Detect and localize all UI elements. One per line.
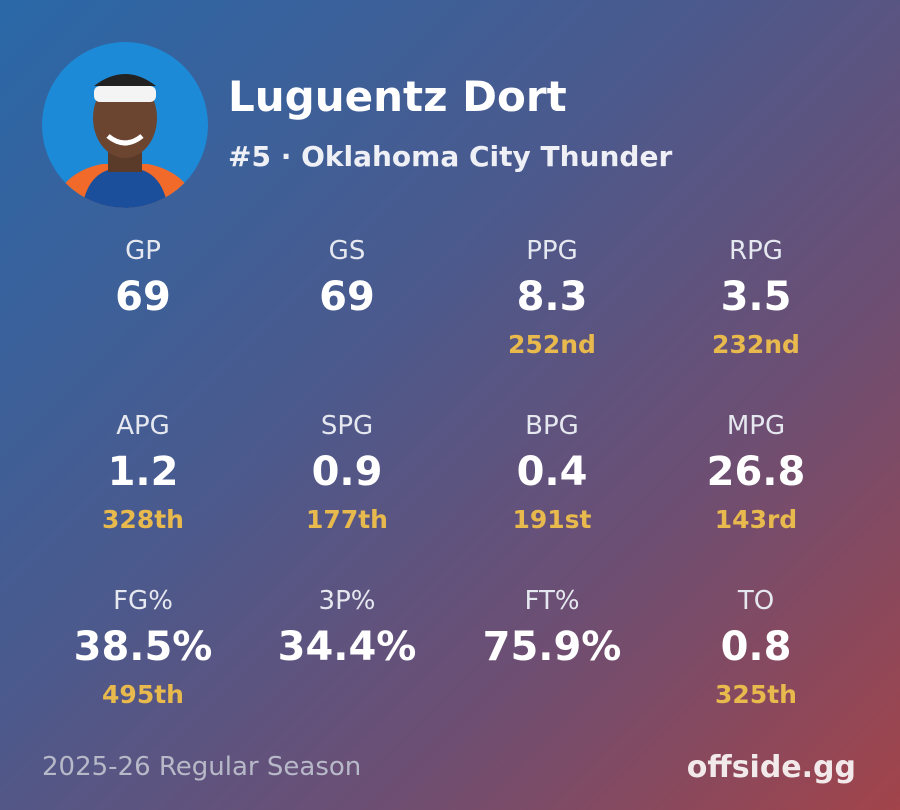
stat-rank: 325th <box>715 680 797 709</box>
stat-value: 8.3 <box>516 274 588 320</box>
stat-label: GP <box>125 236 161 266</box>
player-team: #5 · Oklahoma City Thunder <box>228 140 673 173</box>
stat-cell: FT% 75.9% <box>450 586 654 680</box>
stat-rank: 495th <box>102 680 184 709</box>
stat-label: GS <box>328 236 366 266</box>
stat-value: 34.4% <box>277 624 417 670</box>
season-label: 2025-26 Regular Season <box>42 752 362 782</box>
stat-label: FT% <box>524 586 580 616</box>
stat-rank: 328th <box>102 505 184 534</box>
brand-label: offside.gg <box>686 750 856 785</box>
stat-cell: FG% 38.5% 495th <box>41 586 245 714</box>
stat-label: FG% <box>113 586 173 616</box>
stat-value: 38.5% <box>73 624 213 670</box>
stat-value: 69 <box>115 274 171 320</box>
stat-rank: 252nd <box>508 330 596 359</box>
stat-label: APG <box>116 411 170 441</box>
stat-value: 0.8 <box>720 624 792 670</box>
stat-label: RPG <box>729 236 783 266</box>
stat-cell: GP 69 <box>41 236 245 330</box>
stat-cell: BPG 0.4 191st <box>450 411 654 539</box>
stat-cell: RPG 3.5 232nd <box>654 236 858 364</box>
stat-label: MPG <box>726 411 786 441</box>
stat-value: 0.9 <box>311 449 383 495</box>
stat-value: 69 <box>319 274 375 320</box>
stat-rank: 232nd <box>712 330 800 359</box>
stat-value: 1.2 <box>107 449 179 495</box>
stat-label: PPG <box>526 236 578 266</box>
stat-value: 26.8 <box>706 449 806 495</box>
stat-rank: 177th <box>306 505 388 534</box>
stat-cell: APG 1.2 328th <box>41 411 245 539</box>
player-name: Luguentz Dort <box>228 72 567 121</box>
stat-rank: 191st <box>512 505 592 534</box>
stat-cell: TO 0.8 325th <box>654 586 858 714</box>
stat-cell: 3P% 34.4% <box>245 586 449 680</box>
stat-label: SPG <box>320 411 374 441</box>
stat-label: 3P% <box>318 586 376 616</box>
stat-cell: MPG 26.8 143rd <box>654 411 858 539</box>
stat-rank: 143rd <box>714 505 798 534</box>
stat-value: 0.4 <box>516 449 588 495</box>
stat-label: BPG <box>525 411 579 441</box>
stat-cell: PPG 8.3 252nd <box>450 236 654 364</box>
stat-cell: SPG 0.9 177th <box>245 411 449 539</box>
stat-value: 75.9% <box>482 624 622 670</box>
stat-cell: GS 69 <box>245 236 449 330</box>
player-photo <box>42 42 208 208</box>
stat-label: TO <box>737 586 775 616</box>
stat-value: 3.5 <box>720 274 792 320</box>
